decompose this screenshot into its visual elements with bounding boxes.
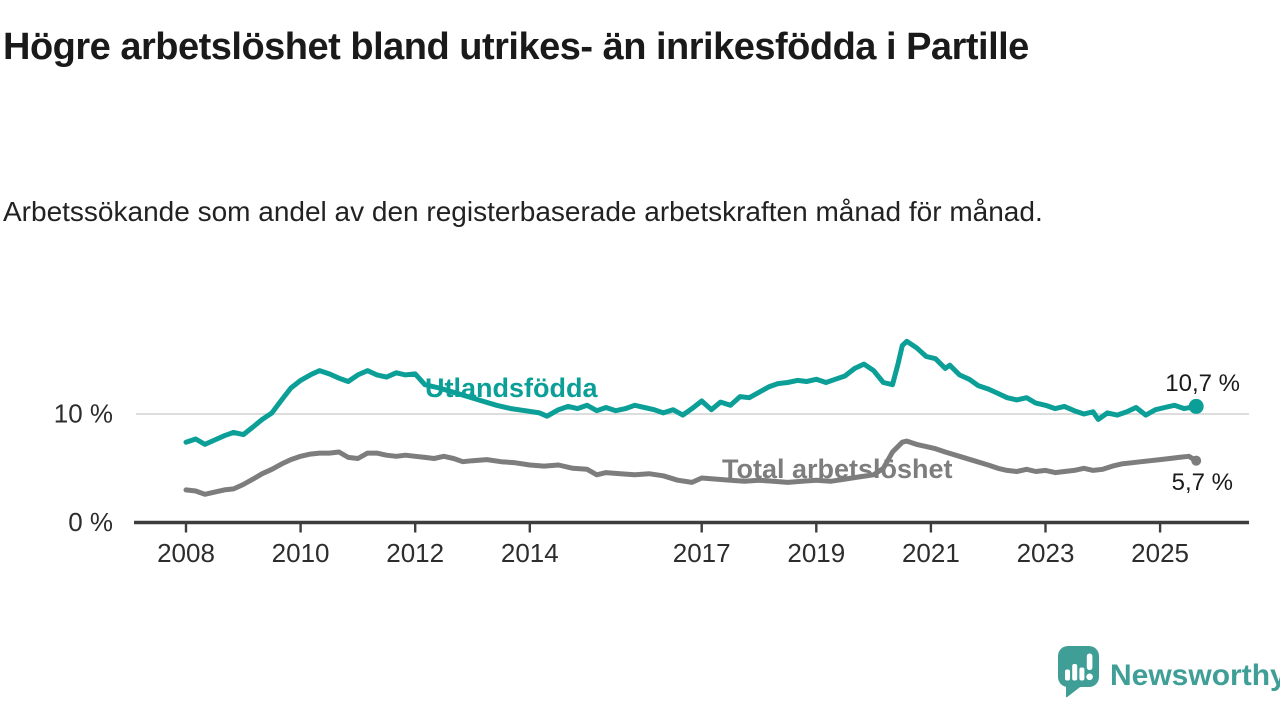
x-tick-label: 2010 <box>272 538 330 568</box>
x-tick-label: 2025 <box>1131 538 1189 568</box>
x-tick-label: 2008 <box>157 538 215 568</box>
series-end-dot-utlandsfodda <box>1188 398 1204 414</box>
chart-subtitle: Arbetssökande som andel av den registerb… <box>3 196 1043 227</box>
newsworthy-icon <box>1057 645 1100 704</box>
end-value-label-total: 5,7 % <box>1172 469 1233 496</box>
newsworthy-wordmark: Newsworthy <box>1110 658 1280 692</box>
series-line-total <box>183 438 1199 497</box>
y-tick-label: 0 % <box>68 507 113 537</box>
x-tick-label: 2019 <box>787 538 845 568</box>
x-tick-label: 2014 <box>501 538 559 568</box>
end-value-label-utlandsfodda: 10,7 % <box>1165 370 1240 397</box>
x-tick-label: 2012 <box>386 538 444 568</box>
newsworthy-logo: Newsworthy <box>1057 645 1280 704</box>
series-label-utlandsfodda: Utlandsfödda <box>425 373 598 403</box>
x-tick-label: 2021 <box>902 538 960 568</box>
series-end-dot-total <box>1191 455 1202 466</box>
series-line-utlandsfodda <box>183 338 1199 447</box>
y-tick-label: 10 % <box>54 399 113 429</box>
series-label-total: Total arbetslöshet <box>722 454 953 484</box>
x-tick-label: 2017 <box>673 538 731 568</box>
page-title: Högre arbetslöshet bland utrikes- än inr… <box>3 26 1029 68</box>
x-tick-label: 2023 <box>1017 538 1075 568</box>
